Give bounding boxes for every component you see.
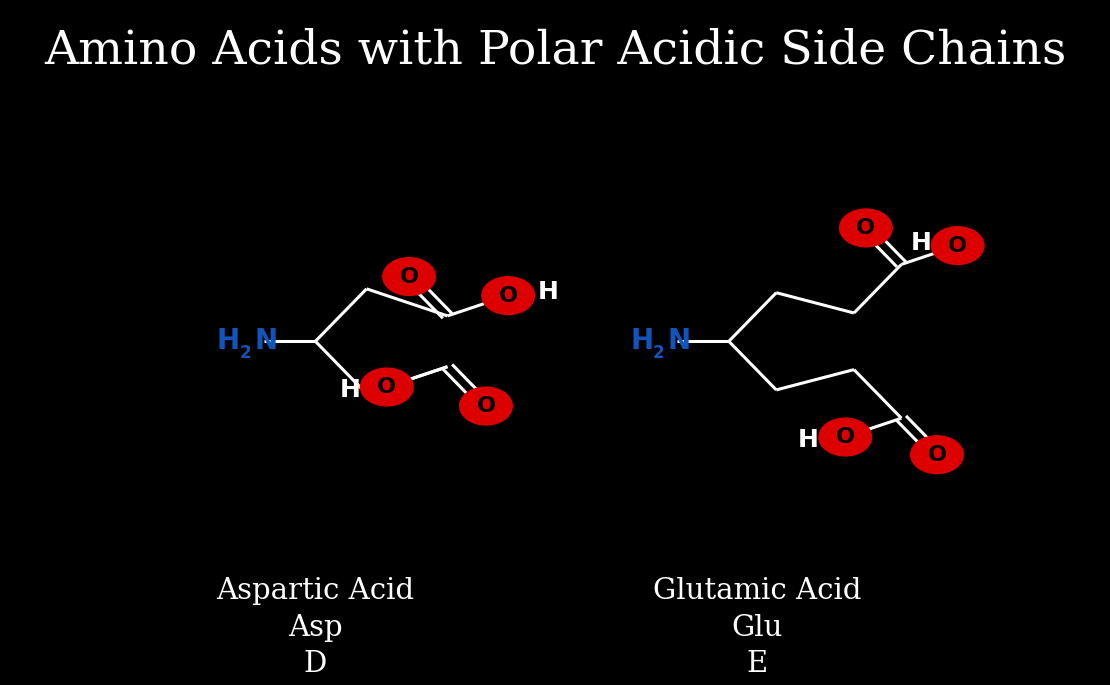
Text: O: O <box>377 377 396 397</box>
Text: H: H <box>216 327 240 356</box>
Text: D: D <box>304 649 327 677</box>
Text: H: H <box>538 280 559 304</box>
Circle shape <box>910 436 963 473</box>
Text: O: O <box>856 218 876 238</box>
Circle shape <box>361 368 413 406</box>
Circle shape <box>819 418 871 456</box>
Text: O: O <box>498 286 517 306</box>
Text: Aspartic Acid: Aspartic Acid <box>216 577 414 605</box>
Text: O: O <box>928 445 947 464</box>
Text: 2: 2 <box>653 345 665 362</box>
Text: O: O <box>476 396 495 416</box>
Text: O: O <box>400 266 418 286</box>
Circle shape <box>839 209 892 247</box>
Text: Glu: Glu <box>731 614 783 642</box>
Text: H: H <box>340 378 361 402</box>
Text: 2: 2 <box>240 345 251 362</box>
Text: N: N <box>668 327 690 356</box>
Text: Amino Acids with Polar Acidic Side Chains: Amino Acids with Polar Acidic Side Chain… <box>44 28 1066 73</box>
Circle shape <box>482 277 535 314</box>
Text: H: H <box>630 327 654 356</box>
Text: N: N <box>254 327 278 356</box>
Text: E: E <box>746 649 768 677</box>
Text: H: H <box>910 231 931 255</box>
Text: H: H <box>798 428 819 452</box>
Circle shape <box>460 387 512 425</box>
Text: O: O <box>836 427 855 447</box>
Circle shape <box>383 258 435 295</box>
Text: O: O <box>948 236 967 256</box>
Circle shape <box>931 227 983 264</box>
Text: Glutamic Acid: Glutamic Acid <box>653 577 861 605</box>
Text: Asp: Asp <box>289 614 343 642</box>
